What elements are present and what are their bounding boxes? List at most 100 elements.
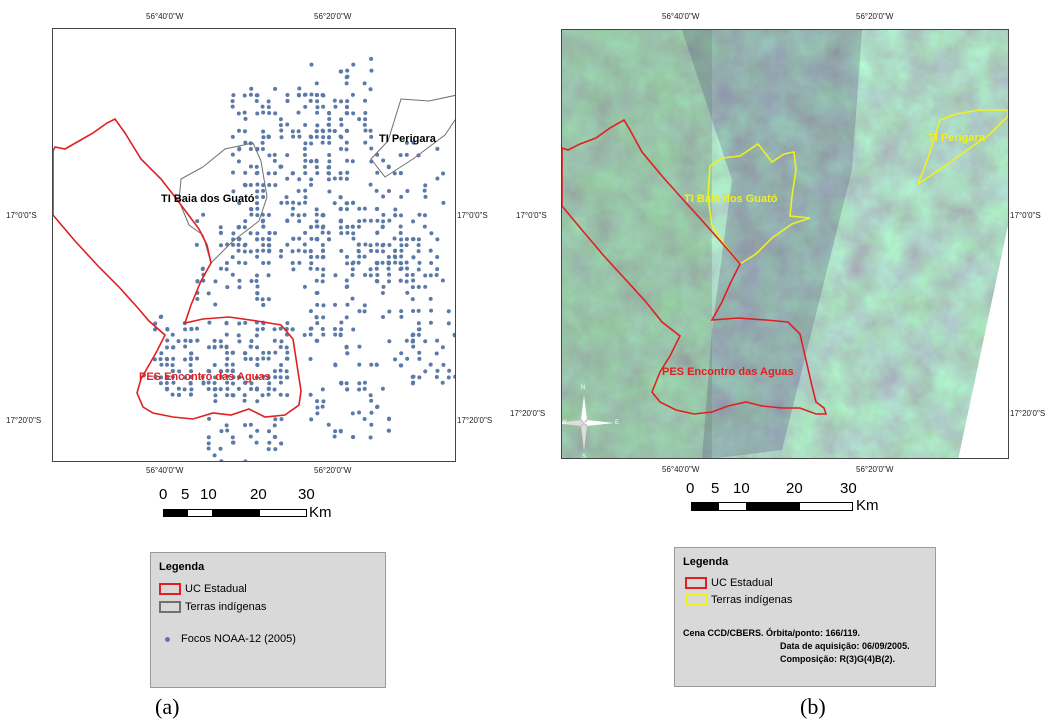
fire-focus-dot xyxy=(333,273,338,278)
fire-focus-dot xyxy=(363,128,368,133)
fire-focus-dot xyxy=(369,56,374,61)
fire-focus-dot xyxy=(386,164,391,169)
fire-focus-dot xyxy=(278,164,283,169)
fire-focus-dot xyxy=(303,188,308,193)
fire-focus-dot xyxy=(363,117,368,122)
fire-focus-dot xyxy=(159,362,164,367)
fire-focus-dot xyxy=(291,134,296,139)
fire-focus-dot xyxy=(200,267,205,272)
fire-focus-dot xyxy=(344,147,349,152)
fire-focus-dot xyxy=(279,128,284,133)
map-b-legend-uc-swatch xyxy=(685,577,707,589)
fire-focus-dot xyxy=(351,62,356,67)
fire-focus-dot xyxy=(237,339,242,344)
fire-focus-dot xyxy=(368,393,373,398)
fire-focus-dot xyxy=(266,375,271,380)
fire-focus-dot xyxy=(381,194,386,199)
fire-focus-dot xyxy=(441,171,446,176)
fire-focus-dot xyxy=(224,362,229,367)
fire-focus-dot xyxy=(255,327,260,332)
fire-focus-dot xyxy=(399,248,404,253)
map-b-scene-composition: Composição: R(3)G(4)B(2). xyxy=(780,654,896,664)
fire-focus-dot xyxy=(369,398,374,403)
fire-focus-dot xyxy=(213,399,218,404)
fire-focus-dot xyxy=(225,285,230,290)
fire-focus-dot xyxy=(350,224,355,229)
fire-focus-dot xyxy=(320,248,325,253)
fire-focus-dot xyxy=(338,171,343,176)
fire-focus-dot xyxy=(165,357,170,362)
fire-focus-dot xyxy=(440,278,445,283)
fire-focus-dot xyxy=(194,242,199,247)
fire-focus-dot xyxy=(212,380,217,385)
fire-focus-dot xyxy=(243,219,248,224)
fire-focus-dot xyxy=(327,189,332,194)
fire-focus-dot xyxy=(284,345,289,350)
fire-focus-dot xyxy=(290,212,295,217)
fire-focus-dot xyxy=(261,248,266,253)
fire-focus-dot xyxy=(284,369,289,374)
fire-focus-dot xyxy=(297,134,302,139)
fire-focus-dot xyxy=(339,69,344,74)
fire-focus-dot xyxy=(380,260,385,265)
fire-focus-dot xyxy=(218,446,223,451)
fire-focus-dot xyxy=(423,284,428,289)
map-b-scale-0: 0 xyxy=(686,480,695,497)
fire-focus-dot xyxy=(387,242,392,247)
fire-focus-dot xyxy=(375,170,380,175)
fire-focus-dot xyxy=(381,212,386,217)
map-b-legend: Legenda UC Estadual Terras indígenas Cen… xyxy=(674,547,936,687)
fire-focus-dot xyxy=(375,242,380,247)
fire-focus-dot xyxy=(224,261,229,266)
fire-focus-dot xyxy=(260,236,265,241)
fire-focus-dot xyxy=(261,302,266,307)
map-b-ti-baia-boundary xyxy=(707,142,811,266)
fire-focus-dot xyxy=(435,267,440,272)
map-b-top-lon-2: 56°20'0"W xyxy=(856,12,894,21)
fire-focus-dot xyxy=(230,99,235,104)
fire-focus-dot xyxy=(380,224,385,229)
fire-focus-dot xyxy=(405,188,410,193)
fire-focus-dot xyxy=(255,284,260,289)
fire-focus-dot xyxy=(255,254,260,259)
fire-focus-dot xyxy=(188,356,193,361)
fire-focus-dot xyxy=(315,123,320,128)
fire-focus-dot xyxy=(428,248,433,253)
fire-focus-dot xyxy=(206,380,211,385)
fire-focus-dot xyxy=(302,284,307,289)
fire-focus-dot xyxy=(381,219,386,224)
map-b-label-ti-perigara: TI Perigara xyxy=(928,132,985,144)
fire-focus-dot xyxy=(339,320,344,325)
fire-focus-dot xyxy=(321,129,326,134)
fire-focus-dot xyxy=(393,213,398,218)
fire-focus-dot xyxy=(327,111,332,116)
fire-focus-dot xyxy=(236,242,241,247)
fire-focus-dot xyxy=(243,170,248,175)
fire-focus-dot xyxy=(344,111,349,116)
fire-focus-dot xyxy=(315,266,320,271)
fire-focus-dot xyxy=(255,213,260,218)
fire-focus-dot xyxy=(327,128,332,133)
fire-focus-dot xyxy=(416,249,421,254)
fire-focus-dot xyxy=(212,453,217,458)
fire-focus-dot xyxy=(272,327,277,332)
fire-focus-dot xyxy=(321,315,326,320)
fire-focus-dot xyxy=(302,242,307,247)
fire-focus-dot xyxy=(375,279,380,284)
fire-focus-dot xyxy=(266,135,271,140)
map-a-legend-ti-swatch xyxy=(159,601,181,613)
fire-focus-dot xyxy=(278,375,283,380)
fire-focus-dot xyxy=(206,387,211,392)
fire-focus-dot xyxy=(261,242,266,247)
map-b-frame: TI Perigara TI Baia dos Guató PES Encont… xyxy=(561,29,1009,459)
fire-focus-dot xyxy=(248,164,253,169)
fire-focus-dot xyxy=(308,98,313,103)
fire-focus-dot xyxy=(362,386,367,391)
fire-focus-dot xyxy=(230,134,235,139)
fire-focus-dot xyxy=(255,386,260,391)
fire-focus-dot xyxy=(303,171,308,176)
fire-focus-dot xyxy=(309,141,314,146)
fire-focus-dot xyxy=(327,152,332,157)
fire-focus-dot xyxy=(261,374,266,379)
fire-focus-dot xyxy=(309,92,314,97)
